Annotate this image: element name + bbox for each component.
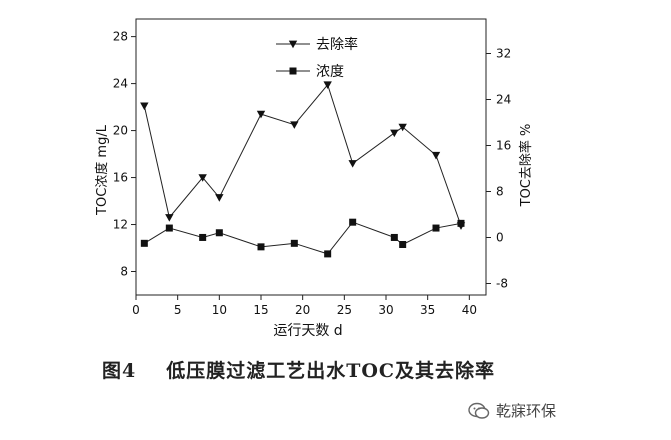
y-left-tick-label: 12: [113, 218, 128, 232]
y-axis-right-label: TOC去除率 %: [518, 124, 534, 208]
legend-label-removal-rate: 去除率: [316, 36, 358, 53]
y-right-tick-label: 0: [496, 231, 504, 245]
y-right-tick-label: 32: [496, 47, 511, 61]
x-tick-label: 25: [337, 303, 352, 317]
watermark: 乾寐环保: [468, 400, 556, 421]
removal-rate-point: [215, 194, 224, 202]
x-tick-label: 15: [253, 303, 268, 317]
legend-marker-concentration: [289, 67, 297, 75]
series-marks: [140, 81, 466, 258]
removal-rate-point: [323, 81, 332, 89]
y-left-tick-label: 20: [113, 124, 128, 138]
legend-label-concentration: 浓度: [316, 64, 344, 80]
concentration-point: [457, 219, 465, 227]
axes: 0 5 10 15 20 25 30 35 40 8 12 16 20 24 28 -8 0 8 16 24 32: [113, 30, 512, 317]
concentration-line: [144, 221, 462, 255]
concentration-point: [349, 218, 357, 226]
y-right-tick-label: 8: [496, 185, 504, 199]
y-left-tick-label: 8: [120, 265, 128, 279]
removal-rate-point: [140, 102, 149, 111]
concentration-point: [215, 229, 223, 237]
concentration-point: [399, 240, 407, 248]
x-tick-label: 10: [212, 303, 227, 317]
watermark-text: 乾寐环保: [496, 402, 557, 420]
y-axis-left-label: TOC浓度 mg/L: [94, 124, 110, 216]
chart: 0 5 10 15 20 25 30 35 40 8 12 16 20 24 28 -8 0 8 16 24 32 去除…: [94, 18, 534, 339]
concentration-point: [199, 233, 207, 241]
y-right-tick-label: 16: [496, 139, 511, 153]
removal-rate-point: [348, 160, 357, 168]
concentration-point: [140, 239, 148, 247]
concentration-point: [257, 243, 265, 251]
concentration-point: [290, 239, 298, 247]
x-tick-label: 40: [462, 303, 477, 317]
concentration-point: [390, 233, 398, 241]
x-tick-label: 20: [295, 303, 310, 317]
concentration-point: [432, 224, 440, 232]
plot-frame: [135, 18, 487, 296]
wechat-icon: [468, 402, 490, 419]
x-axis-label: 运行天数 d: [273, 323, 342, 339]
y-left-tick-label: 28: [113, 30, 128, 44]
caption-number: 图4: [102, 360, 137, 382]
x-tick-label: 35: [420, 303, 435, 317]
removal-rate-point: [431, 151, 441, 160]
y-left-tick-label: 24: [113, 77, 128, 91]
concentration-point: [324, 250, 332, 258]
figure-caption: 图4 低压膜过滤工艺出水TOC及其去除率: [102, 356, 495, 383]
x-tick-label: 30: [378, 303, 393, 317]
removal-rate-point: [290, 121, 299, 129]
legend-marker-removal-rate: [288, 40, 298, 49]
x-tick-label: 5: [174, 303, 182, 317]
removal-rate-line: [143, 83, 462, 226]
removal-rate-point: [165, 214, 174, 222]
removal-rate-point: [390, 129, 399, 138]
y-right-tick-label: 24: [496, 93, 511, 107]
x-tick-label: 0: [132, 303, 140, 317]
removal-rate-point: [198, 174, 207, 182]
series-lines: [143, 83, 462, 255]
y-left-tick-label: 16: [113, 171, 128, 185]
removal-rate-point: [398, 123, 407, 132]
removal-rate-point: [256, 110, 266, 119]
concentration-point: [165, 224, 173, 232]
y-right-tick-label: -8: [496, 277, 508, 291]
caption-text: 低压膜过滤工艺出水TOC及其去除率: [166, 360, 496, 382]
